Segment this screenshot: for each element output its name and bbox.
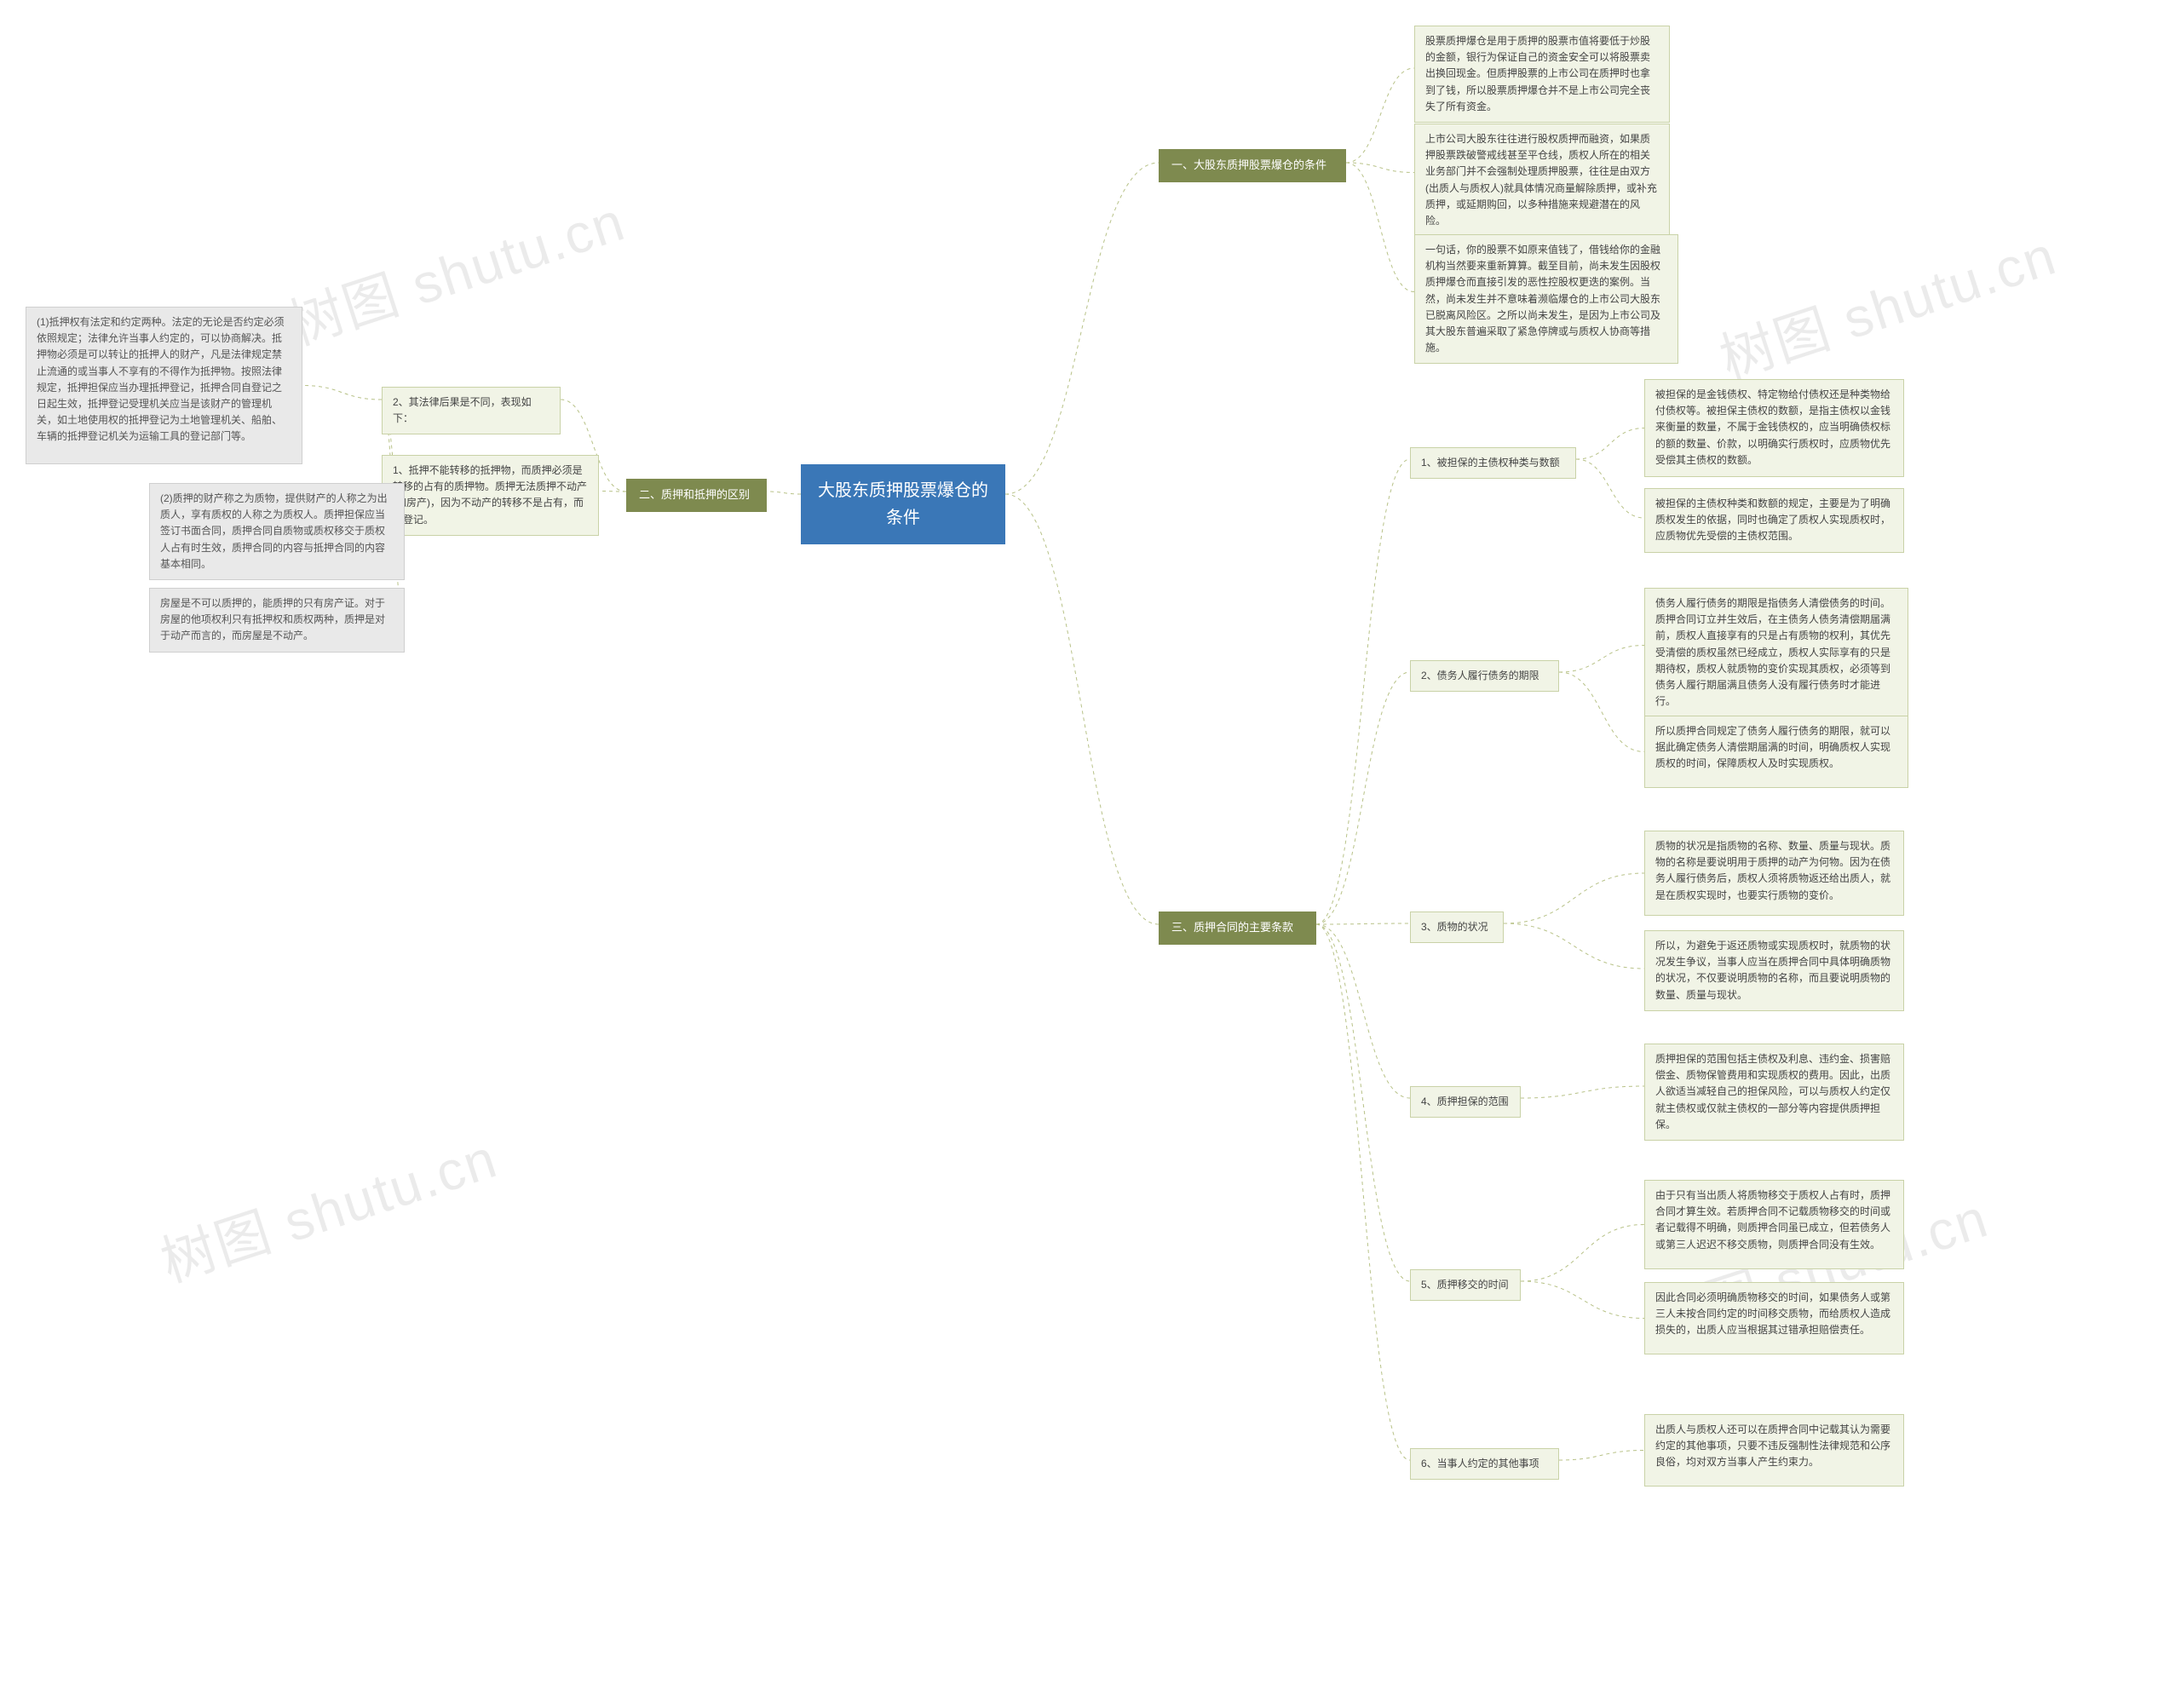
grandchild-node: 由于只有当出质人将质物移交于质权人占有时，质押合同才算生效。若质押合同不记载质物… bbox=[1644, 1180, 1904, 1269]
grandchild-node: 房屋是不可以质押的，能质押的只有房产证。对于房屋的他项权利只有抵押权和质权两种，… bbox=[149, 588, 405, 653]
child-node: 4、质押担保的范围 bbox=[1410, 1086, 1521, 1118]
grandchild-node: 被担保的主债权种类和数额的规定，主要是为了明确质权发生的依据，同时也确定了质权人… bbox=[1644, 488, 1904, 553]
branch-node: 二、质押和抵押的区别 bbox=[626, 479, 767, 512]
branch-node: 三、质押合同的主要条款 bbox=[1159, 912, 1316, 945]
child-node: 5、质押移交的时间 bbox=[1410, 1269, 1521, 1301]
grandchild-node: 出质人与质权人还可以在质押合同中记载其认为需要约定的其他事项，只要不违反强制性法… bbox=[1644, 1414, 1904, 1487]
root-node: 大股东质押股票爆仓的条件 bbox=[801, 464, 1005, 544]
child-node: 上市公司大股东往往进行股权质押而融资，如果质押股票跌破警戒线甚至平仓线，质权人所… bbox=[1414, 124, 1670, 237]
child-node: 6、当事人约定的其他事项 bbox=[1410, 1448, 1559, 1480]
grandchild-node: 质物的状况是指质物的名称、数量、质量与现状。质物的名称是要说明用于质押的动产为何… bbox=[1644, 831, 1904, 916]
grandchild-node: 所以质押合同规定了债务人履行债务的期限，就可以据此确定债务人清偿期届满的时间，明… bbox=[1644, 716, 1908, 788]
watermark: 树图 shutu.cn bbox=[278, 178, 634, 360]
child-node: 2、债务人履行债务的期限 bbox=[1410, 660, 1559, 692]
grandchild-node: 债务人履行债务的期限是指债务人清偿债务的时间。质押合同订立并生效后，在主债务人债… bbox=[1644, 588, 1908, 717]
watermark: 树图 shutu.cn bbox=[1709, 212, 2065, 394]
child-node: 1、抵押不能转移的抵押物，而质押必须是转移的占有的质押物。质押无法质押不动产(如… bbox=[382, 455, 599, 536]
watermark: 树图 shutu.cn bbox=[150, 1115, 506, 1297]
branch-node: 一、大股东质押股票爆仓的条件 bbox=[1159, 149, 1346, 182]
child-node: 股票质押爆仓是用于质押的股票市值将要低于炒股的金额，银行为保证自己的资金安全可以… bbox=[1414, 26, 1670, 123]
child-node: 1、被担保的主债权种类与数额 bbox=[1410, 447, 1576, 479]
grandchild-node: 因此合同必须明确质物移交的时间，如果债务人或第三人未按合同约定的时间移交质物，而… bbox=[1644, 1282, 1904, 1354]
grandchild-node: 被担保的是金钱债权、特定物给付债权还是种类物给付债权等。被担保主债权的数额，是指… bbox=[1644, 379, 1904, 477]
child-node: 一句话，你的股票不如原来值钱了，借钱给你的金融机构当然要来重新算算。截至目前，尚… bbox=[1414, 234, 1678, 364]
grandchild-node: (1)抵押权有法定和约定两种。法定的无论是否约定必须依照规定；法律允许当事人约定… bbox=[26, 307, 302, 464]
child-node: 2、其法律后果是不同，表现如下： bbox=[382, 387, 561, 434]
grandchild-node: 质押担保的范围包括主债权及利息、违约金、损害赔偿金、质物保管费用和实现质权的费用… bbox=[1644, 1044, 1904, 1141]
grandchild-node: 所以，为避免于返还质物或实现质权时，就质物的状况发生争议，当事人应当在质押合同中… bbox=[1644, 930, 1904, 1011]
grandchild-node: (2)质押的财产称之为质物，提供财产的人称之为出质人，享有质权的人称之为质权人。… bbox=[149, 483, 405, 580]
child-node: 3、质物的状况 bbox=[1410, 912, 1504, 943]
